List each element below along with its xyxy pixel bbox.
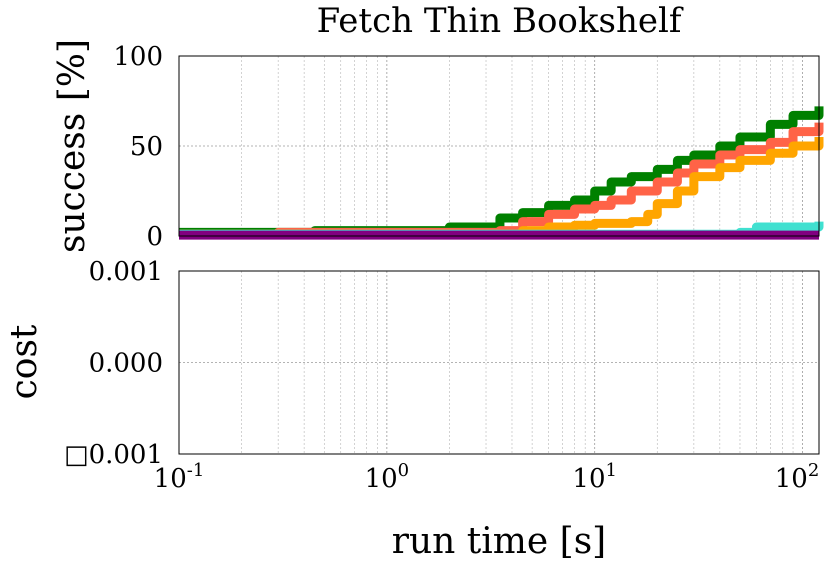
cost-y-tick-label: 0.001 [89, 257, 163, 287]
success-y-tick-label: 100 [113, 42, 163, 72]
x-ticks: 10-1 100 101 102 [154, 460, 820, 494]
x-axis-label: run time [s] [392, 521, 606, 562]
success-series [179, 106, 824, 240]
success-y-ticks: 0 50 100 [113, 42, 163, 252]
chart-title: Fetch Thin Bookshelf [317, 1, 684, 41]
success-y-tick-label: 0 [146, 222, 163, 252]
success-series-line-0 [179, 106, 824, 237]
success-y-tick-label: 50 [130, 132, 163, 162]
cost-y-tick-label: □0.001 [64, 440, 163, 470]
success-series-line-2 [179, 137, 824, 239]
cost-y-ticks: 0.001 0.000 □0.001 [64, 257, 163, 470]
cost-plot-frame [178, 270, 820, 455]
x-tick-label: 10-1 [154, 460, 205, 494]
success-axis-label: success [%] [52, 39, 93, 253]
x-tick-label: 102 [775, 460, 820, 494]
cost-y-tick-label: 0.000 [89, 349, 163, 379]
cost-axis-label: cost [4, 324, 45, 399]
cost-grid [179, 271, 819, 454]
success-plot-frame [178, 55, 820, 237]
x-tick-label: 100 [365, 460, 410, 494]
x-tick-label: 101 [572, 460, 617, 494]
